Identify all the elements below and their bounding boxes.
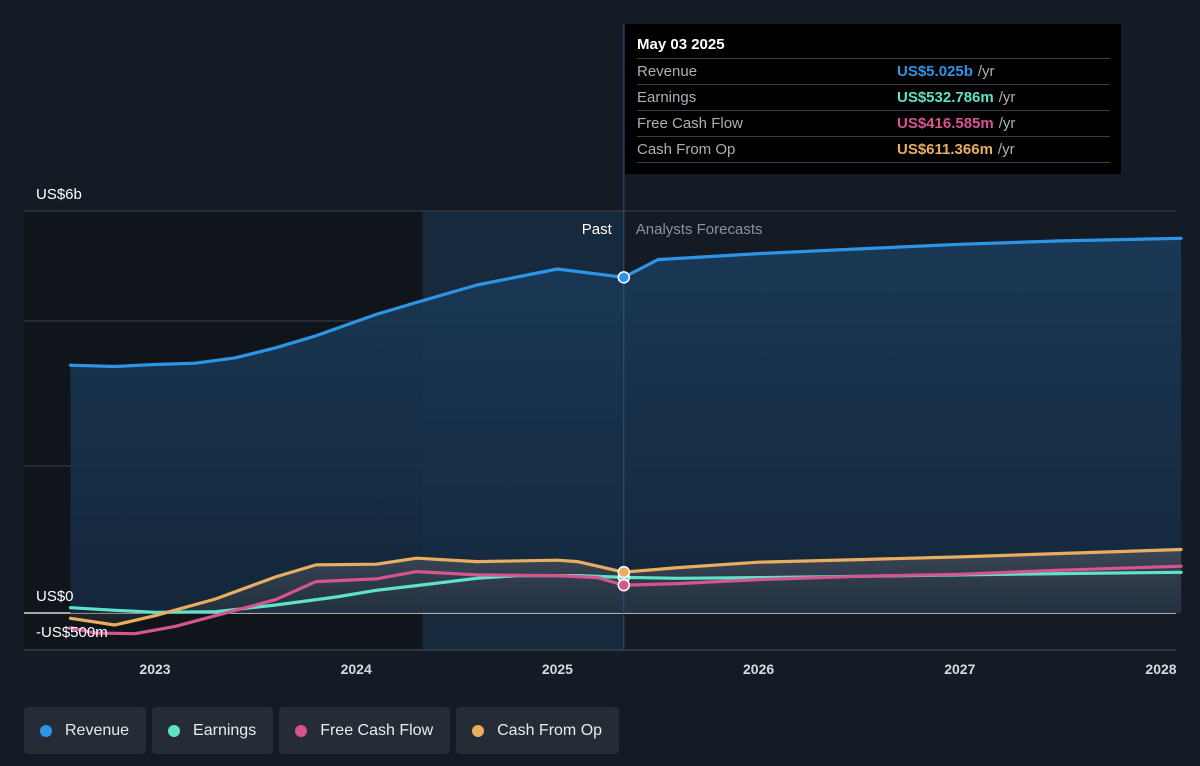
- x-tick-label: 2026: [743, 661, 774, 677]
- series-line-free-cash-flow: [68, 564, 1183, 636]
- tooltip-row-cash-from-op: Cash From Op US$611.366m /yr: [637, 136, 1110, 163]
- tooltip-label: Free Cash Flow: [637, 115, 743, 132]
- tooltip-value: US$5.025b: [897, 63, 973, 80]
- x-tick-label: 2023: [139, 661, 170, 677]
- x-tick-label: 2025: [542, 661, 573, 677]
- y-tick-label: US$6b: [36, 186, 82, 203]
- tooltip-row-revenue: Revenue US$5.025b /yr: [637, 58, 1110, 84]
- forecast-label: Analysts Forecasts: [636, 221, 763, 238]
- dot-icon: [168, 724, 181, 737]
- legend-item-revenue[interactable]: Revenue: [24, 707, 147, 754]
- tooltip: May 03 2025 Revenue US$5.025b /yr Earnin…: [625, 24, 1121, 174]
- series-marker-revenue: [617, 271, 631, 284]
- series-marker-free-cash-flow: [617, 578, 631, 592]
- legend-label: Free Cash Flow: [320, 721, 434, 739]
- past-label: Past: [582, 221, 613, 238]
- x-tick-label: 2028: [1145, 661, 1176, 677]
- tooltip-date: May 03 2025: [637, 36, 725, 53]
- tooltip-value: US$611.366m: [897, 141, 993, 158]
- tooltip-unit: /yr: [997, 141, 1015, 158]
- series-line-cash-from-op: [68, 547, 1183, 627]
- tooltip-unit: /yr: [998, 115, 1016, 132]
- legend-label: Cash From Op: [497, 721, 603, 739]
- legend-item-free-cash-flow[interactable]: Free Cash Flow: [279, 707, 451, 754]
- dot-icon: [472, 724, 485, 737]
- tooltip-unit: /yr: [998, 89, 1016, 106]
- y-tick-label: US$0: [36, 588, 74, 605]
- tooltip-row-earnings: Earnings US$532.786m /yr: [637, 84, 1110, 110]
- tooltip-label: Earnings: [637, 89, 697, 106]
- legend: Revenue Earnings Free Cash Flow Cash Fro…: [24, 707, 620, 754]
- tooltip-label: Cash From Op: [637, 141, 736, 158]
- revenue-area: [70, 238, 1182, 614]
- dot-icon: [295, 724, 308, 737]
- tooltip-value: US$532.786m: [897, 89, 994, 106]
- legend-label: Revenue: [65, 721, 130, 739]
- legend-item-cash-from-op[interactable]: Cash From Op: [456, 707, 620, 754]
- series-line-revenue: [68, 236, 1183, 369]
- legend-item-earnings[interactable]: Earnings: [152, 707, 274, 754]
- x-tick-label: 2024: [341, 661, 372, 677]
- tooltip-row-free-cash-flow: Free Cash Flow US$416.585m /yr: [637, 110, 1110, 136]
- legend-label: Earnings: [193, 721, 257, 739]
- tooltip-label: Revenue: [637, 63, 698, 80]
- y-tick-label: -US$500m: [36, 624, 108, 641]
- tooltip-unit: /yr: [977, 63, 995, 80]
- x-tick-label: 2027: [944, 661, 975, 677]
- series-marker-cash-from-op: [617, 565, 631, 579]
- tooltip-value: US$416.585m: [897, 115, 994, 132]
- dot-icon: [40, 724, 52, 737]
